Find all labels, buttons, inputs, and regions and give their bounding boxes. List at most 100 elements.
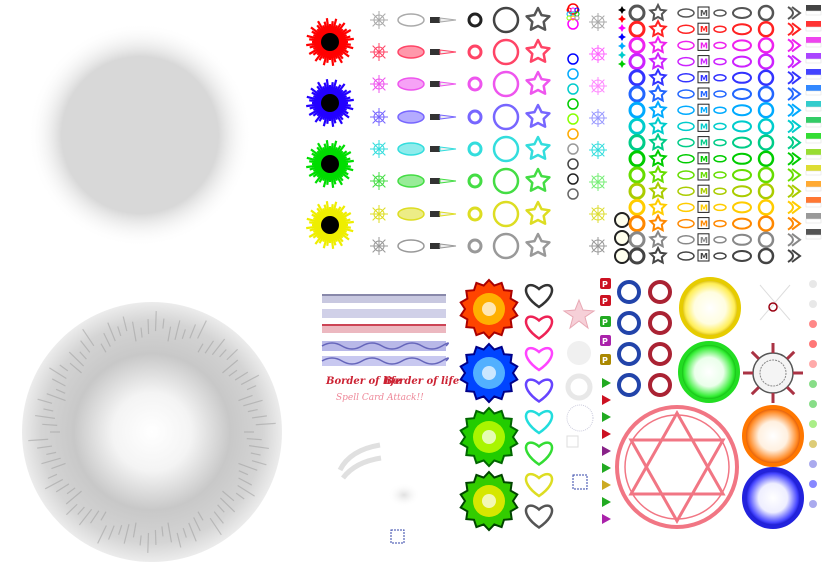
orb-spike: [147, 532, 150, 553]
dense-star: [648, 51, 668, 70]
dense-ring-large: [757, 182, 775, 200]
bullet-row: [370, 6, 551, 34]
sparkle: [589, 13, 607, 31]
orb-spike: [251, 415, 267, 419]
tiny-star: [618, 24, 626, 32]
color-dot: [809, 480, 817, 488]
sparkle-ray: [597, 79, 605, 87]
sparkle-ring: [591, 15, 605, 29]
sparkle-ray: [372, 19, 380, 27]
sparkle-ray: [372, 142, 380, 150]
banner-text-1: Border of life: [325, 376, 401, 387]
dense-ring-large: [757, 150, 775, 168]
orb-spike: [147, 319, 150, 335]
dense-card: [697, 71, 710, 84]
bullet-row: [370, 135, 551, 163]
orb-spike: [123, 524, 130, 544]
sparkle-ray: [597, 149, 605, 157]
dense-card: [697, 87, 710, 100]
orb-spike: [103, 332, 111, 347]
dense-arrow: [787, 249, 802, 263]
dense-oval-ring: [732, 120, 752, 133]
red-ring: [648, 342, 672, 366]
dense-card: [697, 152, 710, 165]
dense-ring-large: [757, 101, 775, 119]
ring-pair-grid: [617, 280, 672, 397]
dense-card: [697, 119, 710, 132]
sphere-highlight: [482, 494, 496, 508]
dense-oval-ring: [732, 169, 752, 181]
sparkle-ray: [372, 180, 380, 188]
dense-oval: [677, 56, 695, 67]
sparkle-ray: [372, 83, 380, 91]
orb-spike: [139, 535, 142, 546]
strip-swatch: [806, 53, 821, 59]
dense-oval: [677, 251, 695, 261]
sparkle-ray: [591, 47, 599, 55]
sparkle-ray: [378, 51, 386, 59]
energy-burst: [306, 201, 354, 249]
dense-oval: [677, 73, 695, 83]
burst-core: [321, 216, 339, 234]
orb-spike: [188, 522, 197, 542]
orb-spike: [37, 398, 53, 404]
dense-star: [648, 116, 668, 135]
bullet-row: M: [628, 35, 802, 54]
card-glyph: M: [700, 58, 708, 67]
fire-sphere-column: [459, 278, 519, 532]
strip-swatch-light: [805, 186, 822, 192]
bullet-row: M: [628, 51, 802, 71]
bullet-row: M: [628, 83, 802, 103]
dense-oval-small: [713, 155, 727, 163]
orb-spike: [65, 503, 78, 516]
orange-orb: [742, 405, 804, 467]
oval-bullet: [397, 207, 425, 221]
sparkle-ray: [378, 174, 386, 182]
dense-star: [648, 67, 668, 87]
sparkle-ray: [372, 245, 380, 253]
dense-arrow: [787, 135, 802, 150]
sparkle-ring: [373, 14, 385, 26]
dense-oval: [677, 186, 695, 196]
dense-star: [648, 132, 668, 151]
knife-blade: [439, 114, 457, 120]
sparkle-ray: [591, 143, 599, 151]
dense-card: [697, 55, 710, 68]
sparkle-ring: [373, 143, 385, 155]
large-ring: [492, 232, 520, 260]
orb-spike: [243, 399, 263, 407]
dense-oval-ring: [732, 39, 752, 52]
small-ring: [467, 109, 483, 125]
card-glyph: M: [700, 203, 708, 212]
color-dot: [809, 380, 817, 388]
dense-oval: [677, 218, 695, 229]
strip-swatch: [806, 101, 821, 107]
color-dot: [809, 440, 817, 448]
orb-spike: [55, 483, 70, 493]
sparkle-ray: [378, 180, 386, 188]
dense-arrow: [787, 70, 802, 85]
dense-ring-large: [757, 166, 775, 184]
dense-card: [697, 103, 710, 116]
dense-oval-small: [713, 106, 727, 114]
banner-text-2: Border of life: [383, 376, 459, 387]
sparkle-ray: [378, 19, 386, 27]
red-ring: [648, 311, 672, 335]
orb-spike: [250, 452, 261, 456]
item-icon: [600, 316, 611, 327]
strip-swatch-light: [805, 202, 822, 208]
oval-bullet: [397, 142, 425, 156]
strip-swatch-light: [805, 90, 822, 96]
oval-bullet: [397, 239, 425, 253]
dense-oval-small: [713, 90, 727, 98]
dense-ring: [628, 117, 646, 135]
mini-ring: [567, 158, 579, 170]
sparkle-ray: [597, 245, 605, 253]
knife-handle: [430, 81, 440, 87]
dense-arrow: [787, 216, 802, 231]
dense-ring: [628, 215, 646, 233]
ghost-effects: [562, 298, 596, 490]
dense-oval: [677, 105, 695, 115]
banner-text-3: Spell Card Attack!!: [336, 393, 424, 403]
